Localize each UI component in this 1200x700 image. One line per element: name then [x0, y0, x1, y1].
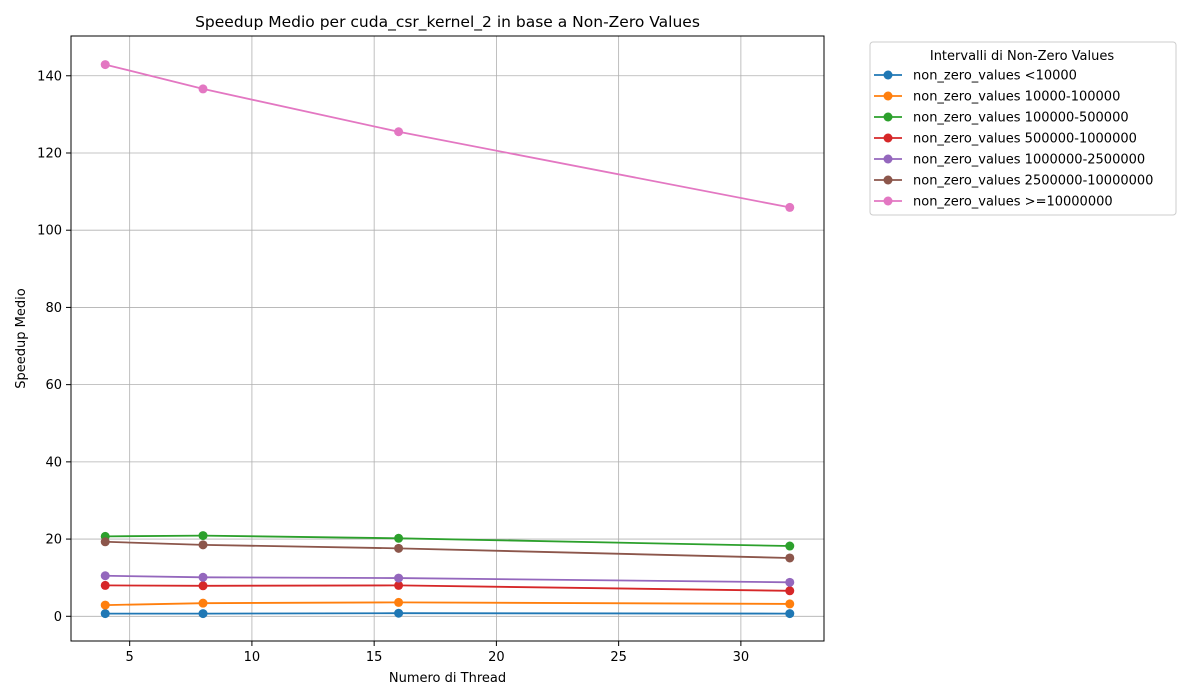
series-4: [100, 580, 795, 596]
data-point: [785, 553, 795, 563]
data-point: [100, 571, 110, 581]
data-point: [785, 202, 795, 212]
legend-label: non_zero_values 1000000-2500000: [913, 153, 1145, 168]
data-point: [785, 609, 795, 619]
data-point: [394, 573, 404, 583]
x-tick-label: 25: [610, 650, 627, 665]
legend-item: non_zero_values <10000: [874, 69, 1077, 84]
series-2: [100, 597, 795, 610]
data-point: [785, 577, 795, 587]
grid-lines: [71, 36, 824, 641]
data-point: [198, 84, 208, 94]
series-6: [100, 537, 795, 563]
series-line: [105, 63, 790, 209]
legend-item: non_zero_values 10000-100000: [874, 90, 1120, 105]
legend-item: non_zero_values 2500000-10000000: [874, 174, 1153, 189]
x-tick-label: 30: [733, 650, 750, 665]
data-point: [785, 586, 795, 596]
legend-label: non_zero_values >=10000000: [913, 195, 1113, 210]
legend-item: non_zero_values 100000-500000: [874, 111, 1129, 126]
series-5: [100, 571, 795, 587]
tick-layer: 5 10 15 20 25 30 0 20 40 60 80 100 120 140: [37, 69, 749, 665]
data-point: [394, 580, 404, 590]
series-line: [105, 574, 790, 584]
data-point: [198, 531, 208, 541]
data-point: [198, 598, 208, 608]
x-tick-label: 10: [244, 650, 261, 665]
y-tick-label: 0: [54, 610, 62, 625]
data-point: [100, 609, 110, 619]
data-point: [198, 581, 208, 591]
series-line: [105, 601, 790, 606]
legend-marker: [883, 154, 893, 164]
data-point: [100, 60, 110, 70]
series-7: [100, 60, 795, 212]
legend-marker: [883, 175, 893, 185]
data-point: [394, 127, 404, 137]
data-point: [100, 580, 110, 590]
legend-frame: [869, 41, 1177, 216]
legend-marker: [883, 112, 893, 122]
x-tick-label: 15: [366, 650, 383, 665]
x-axis-label: Numero di Thread: [389, 671, 506, 686]
y-tick-label: 20: [45, 533, 62, 548]
legend-marker: [883, 70, 893, 80]
y-tick-label: 120: [37, 146, 62, 161]
data-point: [198, 609, 208, 619]
y-tick-label: 140: [37, 69, 62, 84]
legend-label: non_zero_values 500000-1000000: [913, 132, 1137, 147]
legend-label: non_zero_values 10000-100000: [913, 90, 1120, 105]
y-axis-label: Speedup Medio: [14, 288, 29, 388]
legend-label: non_zero_values 2500000-10000000: [913, 174, 1153, 189]
legend-marker: [883, 133, 893, 143]
data-point: [394, 543, 404, 553]
legend-title: Intervalli di Non-Zero Values: [930, 49, 1114, 64]
legend-marker: [883, 196, 893, 206]
data-point: [198, 540, 208, 550]
legend-item: non_zero_values 1000000-2500000: [874, 153, 1145, 168]
y-tick-label: 60: [45, 378, 62, 393]
y-tick-label: 40: [45, 455, 62, 470]
data-point: [394, 597, 404, 607]
legend-label: non_zero_values <10000: [913, 69, 1077, 84]
data-point: [100, 537, 110, 547]
data-point: [100, 600, 110, 610]
series-line: [105, 534, 790, 547]
y-tick-label: 80: [45, 301, 62, 316]
chart-title: Speedup Medio per cuda_csr_kernel_2 in b…: [195, 13, 700, 32]
data-point: [198, 572, 208, 582]
x-tick-label: 5: [126, 650, 134, 665]
data-point: [394, 608, 404, 618]
legend-item: non_zero_values >=10000000: [874, 195, 1113, 210]
series-3: [100, 531, 795, 551]
series-line: [105, 584, 790, 592]
x-tick-label: 20: [488, 650, 505, 665]
data-point: [785, 599, 795, 609]
legend: Intervalli di Non-Zero Values non_zero_v…: [869, 41, 1177, 216]
legend-item: non_zero_values 500000-1000000: [874, 132, 1137, 147]
y-tick-label: 100: [37, 224, 62, 239]
data-point: [785, 541, 795, 551]
legend-label: non_zero_values 100000-500000: [913, 111, 1129, 126]
series-layer: [100, 60, 795, 619]
series-line: [105, 540, 790, 559]
legend-marker: [883, 91, 893, 101]
series-1: [100, 608, 795, 619]
plot-frame: [70, 35, 825, 642]
data-point: [394, 533, 404, 543]
